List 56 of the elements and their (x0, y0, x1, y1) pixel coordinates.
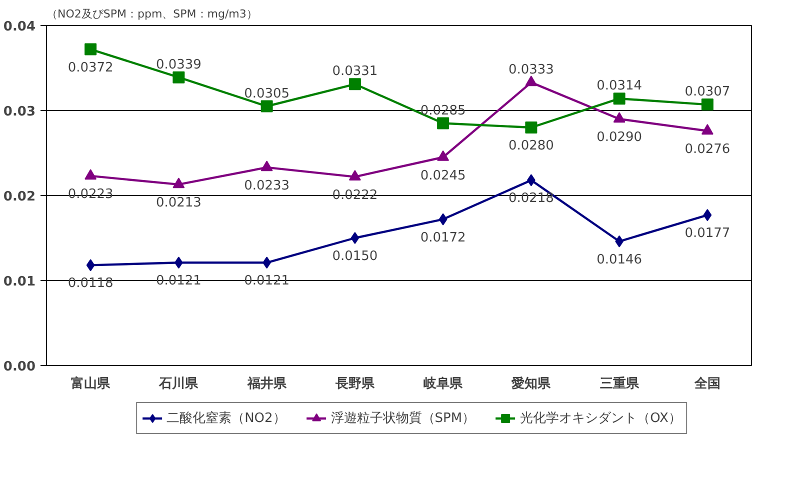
point (172, 178, 185, 188)
y-tick-label: 0.02 (3, 190, 36, 204)
legend-label: 光化学オキシダント（OX） (520, 410, 682, 427)
point (260, 100, 273, 112)
point (437, 117, 450, 130)
y-tick-label: 0.00 (3, 360, 36, 374)
x-tick-label: 三重県 (600, 376, 640, 392)
point (172, 71, 185, 84)
x-tick-label: 愛知県 (512, 376, 552, 392)
y-tick-label: 0.01 (3, 274, 36, 290)
point (613, 92, 626, 105)
point (437, 150, 450, 161)
x-tick-label: 全国 (693, 376, 720, 392)
point (703, 209, 712, 222)
point (84, 43, 97, 56)
y-tick-label: 0.04 (3, 20, 36, 34)
point (86, 259, 95, 272)
data-label: 0.0213 (156, 195, 202, 210)
point (348, 170, 361, 180)
data-label: 0.0307 (684, 84, 730, 100)
point (348, 78, 361, 90)
data-label: 0.0118 (68, 276, 114, 292)
data-label: 0.0331 (332, 64, 378, 80)
data-label: 0.0233 (244, 178, 290, 194)
data-label: 0.0314 (596, 78, 642, 94)
data-label: 0.0245 (420, 168, 466, 184)
x-tick-label: 岐阜県 (424, 376, 464, 392)
data-label: 0.0372 (68, 60, 114, 76)
data-label: 0.0305 (244, 86, 290, 102)
legend-label: 二酸化窒素（NO2） (166, 410, 286, 427)
point (613, 112, 626, 123)
data-label: 0.0276 (684, 142, 730, 157)
x-tick-label: 長野県 (334, 376, 376, 392)
point (84, 169, 97, 180)
data-label: 0.0177 (684, 226, 730, 242)
data-label: 0.0290 (596, 130, 642, 145)
point (701, 124, 714, 135)
point (701, 98, 714, 111)
y-axis-title: （NO2及びSPM：ppm、SPM：mg/m3） (46, 8, 258, 20)
data-label: 0.0333 (508, 62, 554, 78)
point (350, 232, 360, 244)
data-label: 0.0218 (508, 191, 554, 206)
point (438, 213, 448, 226)
data-label: 0.0172 (420, 230, 466, 246)
data-label: 0.0280 (508, 138, 554, 154)
point (525, 122, 538, 134)
data-label: 0.0146 (596, 252, 642, 268)
point (525, 76, 538, 86)
x-tick-label: 富山県 (71, 376, 112, 392)
data-label: 0.0339 (156, 57, 202, 72)
y-tick-label: 0.03 (3, 104, 36, 120)
x-tick-label: 福井県 (246, 376, 288, 392)
legend-label: 浮遊粒子状物質（SPM） (330, 410, 476, 427)
data-label: 0.0150 (332, 249, 378, 264)
point (260, 160, 273, 172)
x-tick-label: 石川県 (158, 376, 200, 392)
